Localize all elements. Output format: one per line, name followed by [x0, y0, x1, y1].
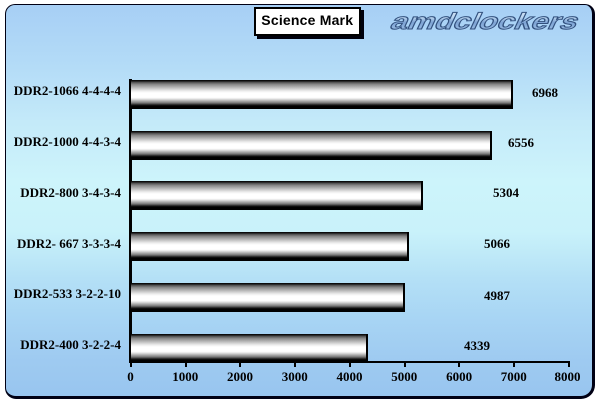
svg-text:amdclockers: amdclockers [386, 8, 584, 34]
